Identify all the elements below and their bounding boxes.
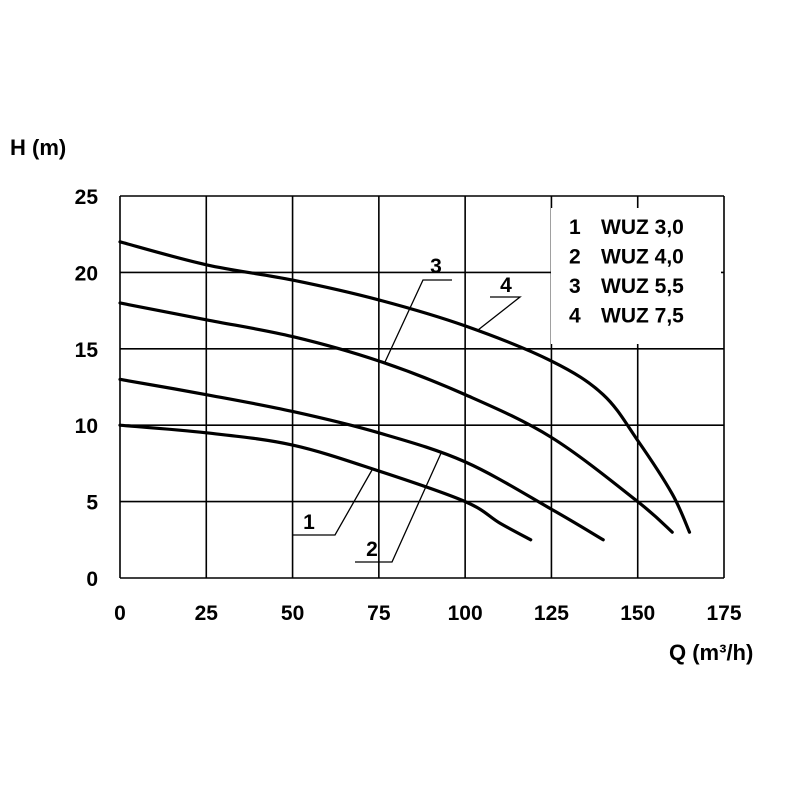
leader-line-4 [477, 296, 522, 331]
x-tick-label: 50 [281, 602, 304, 625]
curve-leaders: 1 2 3 4 [292, 255, 522, 563]
legend-background [551, 208, 721, 344]
legend: 1 WUZ 3,0 2 WUZ 4,0 3 WUZ 5,5 4 WUZ 7,5 [569, 216, 684, 328]
tick-labels: 0 25 50 75 100 125 150 175 0 5 10 15 20 25 [75, 186, 742, 625]
y-axis-title: H (m) [10, 135, 66, 160]
legend-index-3: 3 [569, 275, 581, 298]
curve-label-3: 3 [430, 255, 442, 278]
legend-entry: WUZ 4,0 [601, 246, 684, 269]
leader-line-3 [384, 279, 452, 363]
x-tick-label: 0 [114, 602, 126, 625]
x-tick-label: 25 [195, 602, 219, 625]
series-curve-3 [118, 301, 674, 534]
y-tick-label: 15 [75, 339, 99, 362]
x-tick-label: 100 [448, 602, 483, 625]
series-curve-1 [118, 423, 533, 542]
curve-label-4: 4 [500, 274, 512, 297]
x-tick-label: 175 [706, 602, 741, 625]
curve-label-2: 2 [366, 538, 378, 561]
legend-index-1: 1 [569, 216, 581, 239]
legend-entry: WUZ 5,5 [601, 275, 684, 298]
leader-line-1 [292, 469, 373, 536]
legend-index-4: 4 [569, 305, 581, 328]
legend-index-2: 2 [569, 246, 581, 269]
leader-line-2 [355, 450, 443, 563]
curve-label-1: 1 [303, 511, 315, 534]
y-tick-label: 25 [75, 186, 99, 209]
x-axis-title: Q (m³/h) [669, 640, 753, 665]
curves [118, 240, 692, 542]
series-curve-4 [118, 240, 692, 534]
y-tick-label: 0 [86, 568, 98, 591]
x-tick-label: 75 [367, 602, 391, 625]
legend-entry: WUZ 3,0 [601, 216, 684, 239]
series-curve-2 [118, 377, 605, 542]
x-tick-label: 150 [620, 602, 655, 625]
y-tick-label: 20 [75, 262, 98, 285]
legend-entry: WUZ 7,5 [601, 305, 684, 328]
y-tick-label: 10 [75, 415, 98, 438]
y-tick-label: 5 [86, 492, 98, 515]
x-tick-label: 125 [534, 602, 569, 625]
